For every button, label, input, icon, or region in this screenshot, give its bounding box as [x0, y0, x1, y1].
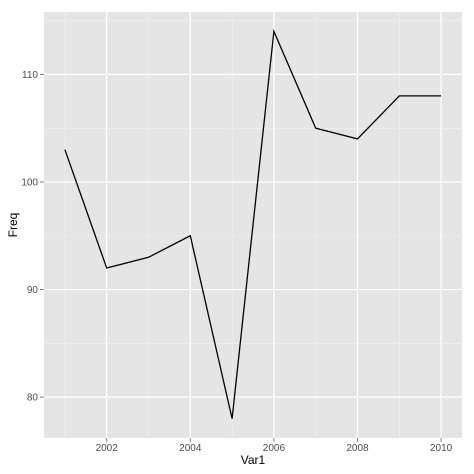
y-tick-label: 80: [27, 393, 39, 404]
x-tick-label: 2004: [179, 443, 202, 454]
x-tick-label: 2002: [96, 443, 119, 454]
y-axis: 80 90 100 110: [21, 70, 44, 404]
x-axis-title: Var1: [241, 453, 266, 467]
y-axis-title: Freq: [6, 213, 20, 238]
major-gridlines: [44, 12, 462, 438]
x-tick-label: 2008: [346, 443, 369, 454]
x-tick-label: 2006: [263, 443, 286, 454]
minor-gridlines: [44, 12, 462, 438]
series-line: [64, 28, 442, 419]
y-tick-label: 110: [22, 70, 38, 81]
x-axis: 2002 2004 2006 2008 2010: [96, 438, 453, 454]
x-tick-label: 2010: [430, 443, 453, 454]
series-layer: [64, 28, 442, 419]
y-tick-label: 90: [27, 285, 39, 296]
y-tick-label: 100: [21, 177, 38, 188]
